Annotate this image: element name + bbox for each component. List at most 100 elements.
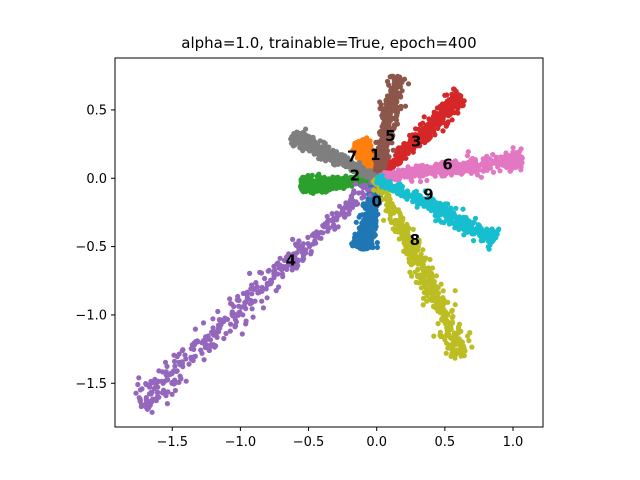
point: [427, 256, 433, 263]
point: [405, 164, 411, 170]
point: [324, 213, 330, 220]
point: [393, 152, 399, 159]
point: [503, 158, 509, 164]
point: [156, 394, 162, 400]
point: [308, 251, 314, 257]
point: [385, 127, 391, 133]
point: [402, 191, 409, 197]
point: [189, 342, 195, 348]
point: [470, 238, 477, 244]
point: [445, 312, 451, 318]
point: [368, 244, 374, 250]
point: [441, 306, 447, 312]
point: [361, 192, 367, 198]
point: [328, 217, 334, 223]
point: [386, 192, 392, 198]
point: [441, 160, 447, 166]
point: [461, 232, 467, 238]
point: [377, 176, 383, 182]
cluster-labels: 0 12 3 4 5 6 7 8 9: [286, 127, 453, 269]
point: [212, 344, 218, 350]
point: [374, 180, 380, 186]
point: [201, 357, 207, 363]
point: [418, 285, 424, 291]
point: [369, 213, 375, 219]
point: [453, 205, 459, 211]
point: [277, 255, 283, 261]
point: [406, 259, 412, 265]
point: [417, 178, 424, 185]
point: [502, 163, 508, 169]
point: [498, 154, 504, 160]
point: [291, 264, 297, 271]
cluster-label-1: 1: [370, 146, 380, 164]
point: [395, 208, 401, 215]
point: [364, 162, 370, 168]
point: [206, 347, 212, 353]
point: [143, 404, 149, 410]
point: [183, 378, 189, 384]
point: [313, 240, 319, 246]
y-tick-label: −1.0: [75, 308, 107, 323]
point: [484, 226, 490, 232]
point: [468, 157, 474, 163]
point: [451, 330, 457, 336]
point: [438, 219, 444, 225]
point: [461, 98, 467, 104]
point: [518, 161, 524, 167]
point: [478, 174, 484, 180]
point: [418, 251, 424, 257]
point: [391, 105, 397, 112]
chart-title: alpha=1.0, trainable=True, epoch=400: [181, 34, 476, 52]
point: [426, 195, 432, 201]
point: [361, 154, 367, 160]
point: [439, 118, 445, 124]
point: [445, 120, 451, 127]
y-tick-label: 0.5: [86, 103, 107, 118]
point: [399, 171, 405, 178]
point: [273, 288, 279, 294]
series-9-points: [374, 173, 502, 252]
point: [301, 181, 307, 187]
point: [337, 176, 343, 182]
point: [449, 315, 455, 321]
point: [301, 188, 307, 194]
point: [271, 263, 277, 269]
point: [420, 302, 426, 308]
point: [353, 243, 360, 249]
point: [381, 147, 387, 153]
point: [321, 139, 327, 145]
point: [472, 215, 479, 221]
point: [373, 219, 379, 225]
point: [450, 348, 456, 354]
point: [371, 156, 377, 162]
point: [445, 217, 451, 223]
point: [503, 150, 509, 156]
point: [441, 165, 447, 171]
point: [506, 164, 512, 170]
point: [236, 310, 242, 316]
point: [422, 188, 428, 194]
point: [429, 265, 436, 271]
point: [310, 190, 316, 196]
point: [378, 141, 384, 147]
point: [183, 356, 189, 362]
point: [223, 330, 229, 337]
point: [228, 321, 234, 327]
point: [357, 160, 363, 166]
point: [317, 181, 323, 187]
point: [393, 117, 400, 123]
point: [227, 328, 233, 334]
point: [326, 144, 332, 150]
point: [253, 280, 259, 286]
point: [451, 342, 457, 348]
point: [358, 183, 364, 189]
point: [435, 204, 441, 210]
point: [466, 218, 472, 224]
point: [271, 273, 277, 279]
point: [451, 86, 457, 92]
point: [336, 212, 342, 218]
point: [386, 136, 392, 142]
point: [160, 390, 166, 396]
cluster-label-5: 5: [385, 127, 395, 145]
